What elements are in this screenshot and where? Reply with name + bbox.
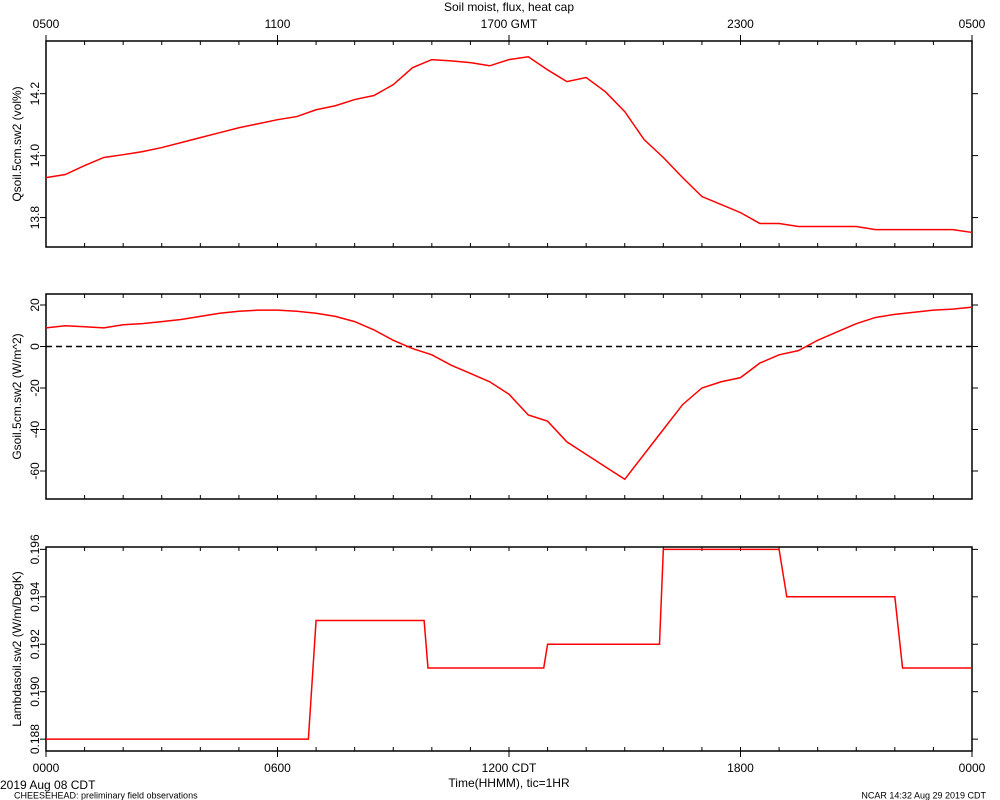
y-tick-label: -60 (28, 462, 42, 480)
y-axis-label: Gsoil.5cm.sw2 (W/m^2) (10, 333, 24, 459)
data-line (45, 306, 973, 481)
plot-frame (45, 40, 973, 248)
x-tick-label: 0000 (33, 761, 60, 775)
x2-tick-label: 2300 (727, 17, 754, 31)
x2-tick-label: 1700 GMT (481, 17, 538, 31)
y-tick-label: 14.0 (28, 144, 42, 168)
x2-tick-label: 0500 (959, 17, 986, 31)
y-tick-label: 0 (28, 343, 42, 350)
y-tick-label: -40 (28, 420, 42, 438)
x-tick-label: 0000 (959, 761, 986, 775)
y-tick-label: 20 (28, 298, 42, 312)
x2-tick-label: 1100 (265, 17, 291, 31)
date-note: 2019 Aug 08 CDT (0, 778, 96, 792)
plot-frame (45, 293, 973, 500)
y-tick-label: 14.2 (28, 82, 42, 106)
x-tick-label: 1200 CDT (482, 761, 537, 775)
y-axis-label: Qsoil.5cm.sw2 (vol%) (10, 86, 24, 201)
x2-tick-label: 0500 (33, 17, 60, 31)
data-line (46, 548, 972, 740)
y-tick-label: 0.190 (28, 676, 42, 706)
stamp-note: NCAR 14:32 Aug 29 2019 CDT (861, 790, 986, 800)
y-tick-label: 0.194 (28, 581, 42, 611)
y-tick-label: 0.188 (28, 724, 42, 754)
y-tick-label: -20 (28, 379, 42, 397)
y-axis-label: Lambdasoil.sw2 (W/m/DegK) (10, 571, 24, 726)
plot-frame (45, 546, 973, 752)
chart-title: Soil moist, flux, heat cap (444, 0, 574, 14)
project-note: CHEESEHEAD: preliminary field observatio… (14, 790, 198, 800)
x-tick-label: 0600 (264, 761, 291, 775)
y-tick-label: 0.196 (28, 534, 42, 564)
x-tick-label: 1800 (727, 761, 754, 775)
y-tick-label: 0.192 (28, 629, 42, 659)
y-tick-label: 13.8 (28, 206, 42, 230)
x-axis-label: Time(HHMM), tic=1HR (448, 776, 570, 790)
data-line (45, 56, 973, 234)
